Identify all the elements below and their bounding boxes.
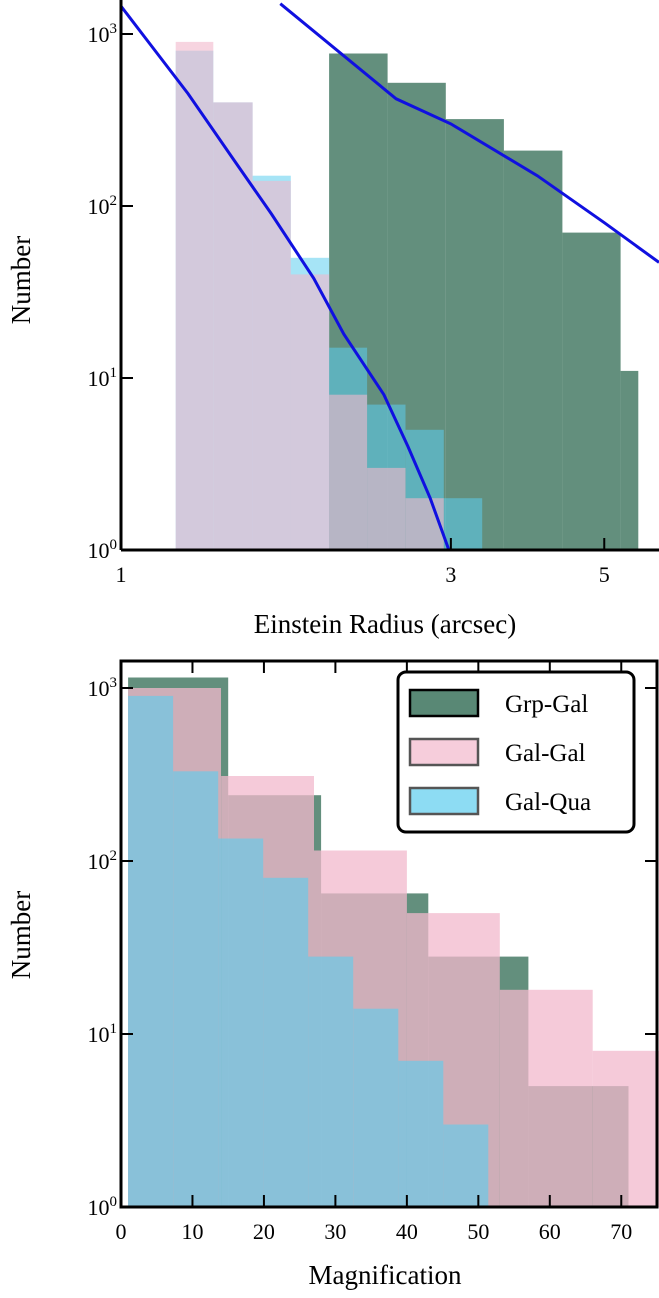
bar-gal-qua bbox=[128, 695, 174, 1207]
y-tick-label: 102 bbox=[88, 193, 118, 219]
x-tick-label: 50 bbox=[467, 1219, 489, 1244]
y-tick-label: 101 bbox=[88, 365, 118, 391]
magnification-x-label: Magnification bbox=[309, 1260, 462, 1290]
fit-line-steep-fit bbox=[121, 5, 451, 550]
legend-label-gal-gal: Gal-Gal bbox=[505, 740, 586, 767]
bar-gal-qua bbox=[173, 771, 219, 1207]
bar-gal-qua bbox=[353, 1008, 399, 1207]
bar-grp-gal bbox=[445, 119, 504, 550]
series-grp-gal bbox=[329, 53, 639, 550]
bar-gal-gal bbox=[329, 394, 368, 550]
x-tick-label: 3 bbox=[445, 562, 456, 587]
legend-swatch-grp-gal bbox=[408, 688, 480, 718]
bar-gal-qua bbox=[263, 877, 309, 1207]
y-tick-label: 103 bbox=[88, 675, 118, 701]
magnification-chart: 0 10 20 30 40 50 60 70 100 101 102 103 Magnificatio… bbox=[6, 659, 659, 1290]
bar-gal-gal bbox=[290, 274, 330, 550]
legend-swatch-gal-gal bbox=[408, 737, 480, 767]
bar-gal-gal bbox=[405, 498, 444, 550]
x-tick-label: 40 bbox=[396, 1219, 418, 1244]
bar-gal-qua bbox=[398, 1060, 444, 1207]
einstein-radius-bars bbox=[175, 41, 639, 550]
bar-gal-gal bbox=[213, 102, 253, 550]
einstein-radius-ticks: 1 3 5 100 101 102 103 bbox=[88, 21, 610, 587]
y-tick-label: 101 bbox=[88, 1021, 118, 1047]
bar-grp-gal bbox=[620, 370, 639, 550]
fit-line-shallow-fit bbox=[279, 2, 659, 264]
y-tick-label: 102 bbox=[88, 848, 118, 874]
legend-item-gal-qua: Gal-Qua bbox=[408, 786, 591, 816]
x-tick-label: 70 bbox=[610, 1219, 632, 1244]
magnification-plot-frame bbox=[119, 659, 659, 1209]
x-tick-label: 10 bbox=[181, 1219, 203, 1244]
y-tick-label: 100 bbox=[88, 1194, 118, 1220]
einstein-radius-x-label: Einstein Radius (arcsec) bbox=[254, 609, 516, 639]
y-tick-label: 103 bbox=[88, 21, 118, 47]
legend-swatch-gal-qua bbox=[408, 786, 480, 816]
magnification-bars bbox=[128, 677, 659, 1207]
einstein-radius-y-label: Number bbox=[6, 236, 36, 324]
x-tick-label: 60 bbox=[539, 1219, 561, 1244]
magnification-y-label: Number bbox=[6, 891, 36, 979]
x-tick-label: 20 bbox=[253, 1219, 275, 1244]
bar-gal-gal bbox=[592, 1050, 659, 1207]
y-tick-label: 100 bbox=[88, 537, 118, 563]
bar-grp-gal bbox=[562, 232, 621, 550]
einstein-radius-fit-lines bbox=[121, 2, 659, 550]
legend: Grp-Gal Gal-Gal Gal-Qua bbox=[396, 670, 636, 834]
x-tick-label: 1 bbox=[116, 562, 127, 587]
bar-gal-gal bbox=[367, 467, 406, 550]
series-gal-qua bbox=[128, 695, 489, 1207]
magnification-ticks: 0 10 20 30 40 50 60 70 100 101 102 103 bbox=[88, 661, 657, 1244]
bar-gal-qua bbox=[443, 498, 483, 550]
bar-gal-qua bbox=[218, 838, 264, 1207]
legend-label-gal-qua: Gal-Qua bbox=[505, 789, 591, 816]
bar-gal-gal bbox=[252, 180, 291, 550]
x-tick-label: 0 bbox=[116, 1219, 127, 1244]
bar-gal-qua bbox=[308, 956, 354, 1207]
x-tick-label: 30 bbox=[324, 1219, 346, 1244]
bar-grp-gal bbox=[503, 150, 563, 550]
bar-gal-qua bbox=[443, 1124, 489, 1207]
einstein-radius-chart: 1 3 5 100 101 102 103 Einstein Radius (arcsec)… bbox=[6, 0, 659, 639]
bar-gal-gal bbox=[175, 41, 214, 550]
legend-item-gal-gal: Gal-Gal bbox=[408, 737, 586, 767]
bar-gal-gal bbox=[499, 989, 593, 1207]
x-tick-label: 5 bbox=[599, 562, 610, 587]
legend-label-grp-gal: Grp-Gal bbox=[505, 691, 588, 718]
legend-item-grp-gal: Grp-Gal bbox=[408, 688, 588, 718]
